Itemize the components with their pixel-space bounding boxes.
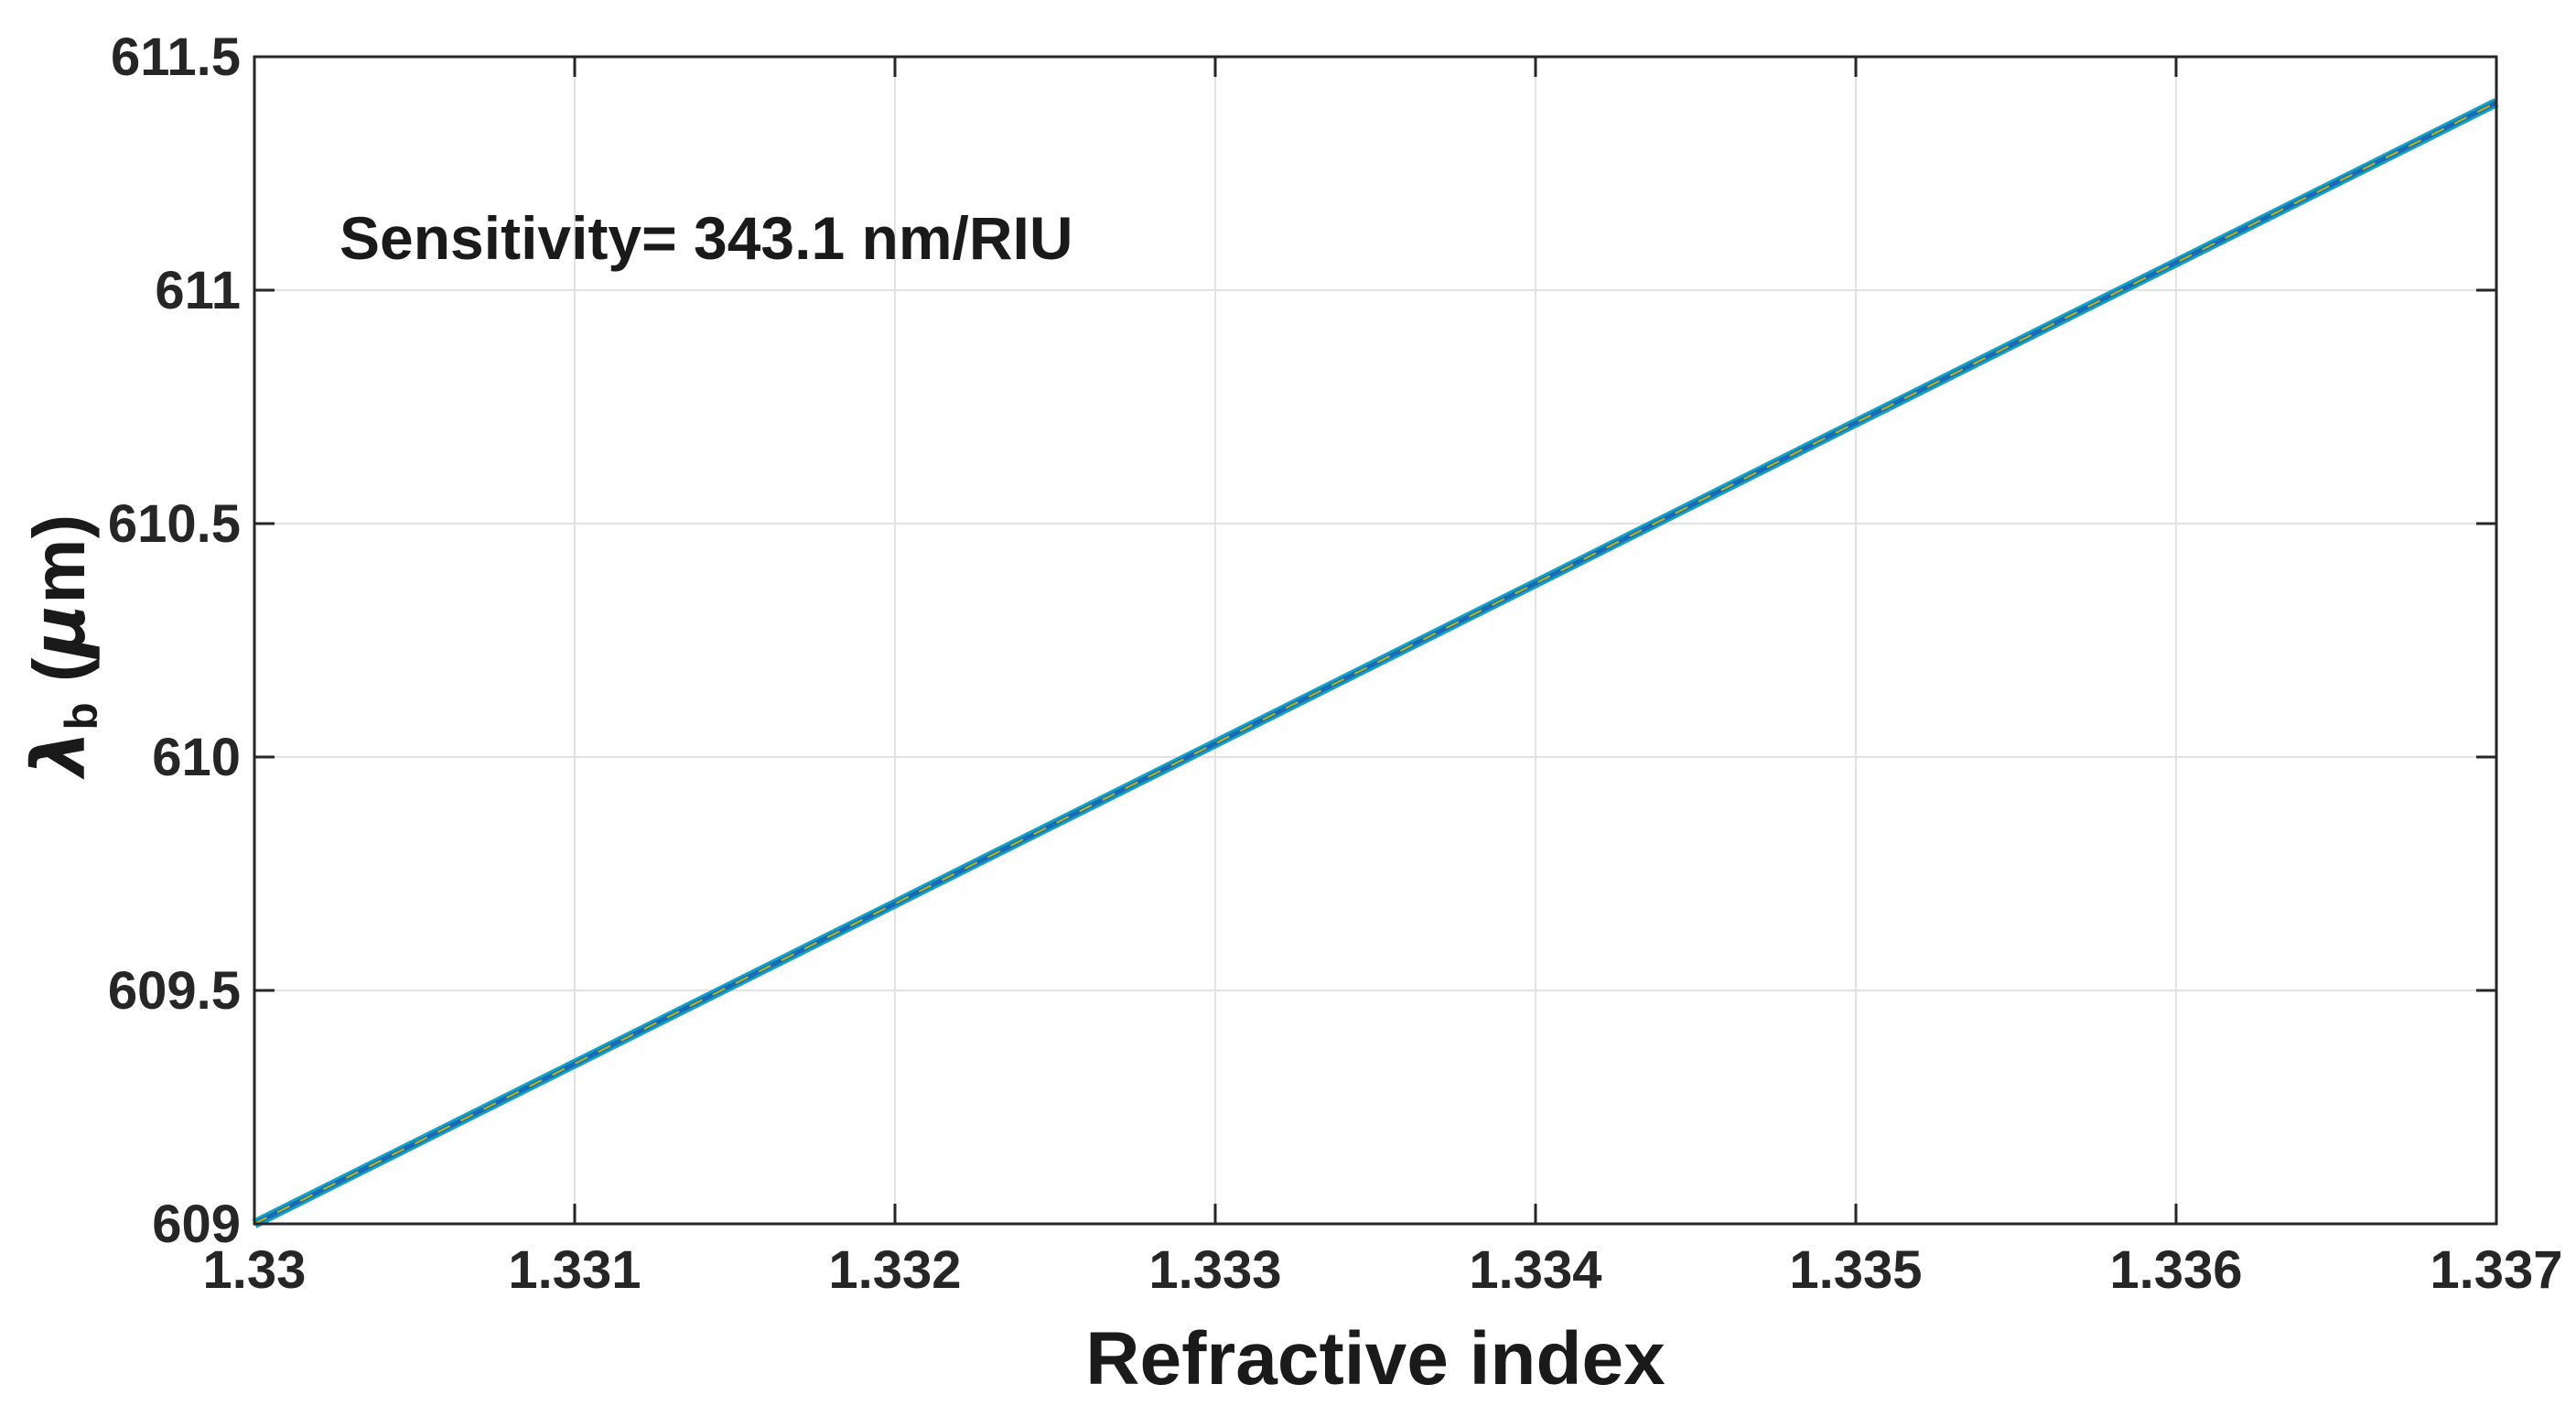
y-tick-label: 609: [152, 1195, 241, 1254]
sensitivity-annotation: Sensitivity= 343.1 nm/RIU: [340, 204, 1073, 272]
y-tick-label: 611: [155, 261, 241, 320]
y-tick-label: 610.5: [108, 494, 241, 554]
x-tick-label: 1.337: [2430, 1240, 2562, 1300]
data-line-dashed-fit: [253, 101, 2497, 1225]
y-tick-label: 610: [152, 728, 241, 787]
x-tick-label: 1.33: [203, 1240, 307, 1300]
ylabel-unit: m): [18, 514, 100, 604]
x-tick-label: 1.333: [1148, 1240, 1281, 1300]
ylabel-open-paren: (: [18, 657, 100, 683]
y-tick-label: 609.5: [108, 961, 241, 1021]
x-tick-label: 1.335: [1789, 1240, 1922, 1300]
lambda-symbol: λ: [16, 730, 102, 777]
axes-box: [253, 55, 2498, 1226]
x-tick-label: 1.331: [508, 1240, 641, 1300]
x-tick-label: 1.336: [2109, 1240, 2242, 1300]
ylabel-space: [18, 682, 100, 702]
y-axis-label: λb (µm): [16, 279, 108, 1011]
y-tick-label: 611.5: [111, 27, 241, 87]
mu-symbol: µ: [16, 603, 102, 658]
lambda-subscript: b: [55, 702, 107, 730]
x-tick-label: 1.334: [1469, 1240, 1601, 1300]
x-tick-label: 1.332: [828, 1240, 961, 1300]
x-axis-label: Refractive index: [1085, 1317, 1665, 1401]
